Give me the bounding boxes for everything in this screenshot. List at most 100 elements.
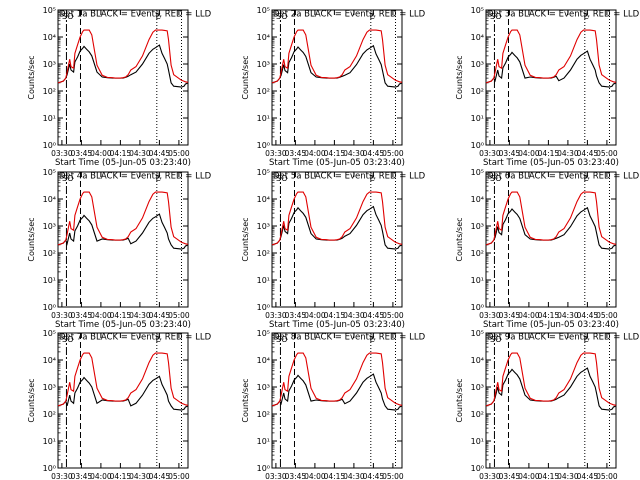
x-tick-label: 04:45 (363, 149, 385, 158)
lld-series-line (271, 352, 403, 407)
x-tick-label: 04:15 (538, 311, 560, 320)
x-tick-label: 04:00 (518, 472, 540, 480)
x-tick-label: 04:15 (324, 472, 346, 480)
x-tick-label: 05:00 (382, 472, 404, 480)
x-tick-label: 03:45 (285, 149, 307, 158)
y-tick-label: 10² (43, 410, 56, 419)
x-tick-label: 03:45 (285, 311, 307, 320)
x-tick-label: 04:30 (343, 149, 365, 158)
detector-panel-5: Det 5a BLACK = Events, RED = LLD 10⁰ 10¹ 10… (241, 168, 426, 330)
marker-label-s: S (490, 335, 495, 344)
marker-label-e: E (584, 12, 589, 21)
marker-label-e: E (156, 12, 161, 21)
marker-label-e: E (370, 335, 375, 344)
x-tick-label: 04:15 (324, 311, 346, 320)
events-series-line (271, 373, 403, 411)
x-tick-label: 05:00 (382, 311, 404, 320)
y-tick-label: 10⁴ (257, 356, 270, 365)
x-tick-label: 03:30 (265, 472, 287, 480)
y-tick-label: 10⁴ (43, 195, 56, 204)
x-tick-label: 03:30 (51, 311, 73, 320)
y-tick-label: 10⁴ (43, 356, 56, 365)
y-tick-label: 10⁰ (257, 141, 270, 150)
y-axis-label: Counts/sec (455, 378, 464, 422)
x-axis-label: Start Time (05-Jun-05 03:23:40) (269, 320, 405, 330)
marker-label-s: S (276, 12, 281, 21)
y-tick-label: 10¹ (471, 437, 484, 446)
y-tick-label: 10¹ (43, 276, 56, 285)
x-tick-label: 03:45 (499, 472, 521, 480)
y-tick-label: 10⁴ (471, 33, 484, 42)
lld-series-line (485, 352, 617, 407)
plot-frame (57, 9, 189, 146)
y-tick-label: 10³ (257, 60, 270, 69)
events-series-line (271, 44, 403, 88)
lld-series-line (57, 29, 189, 84)
y-tick-label: 10² (43, 249, 56, 258)
x-tick-label: 04:15 (538, 472, 560, 480)
panel-title: Det 2a BLACK = Events, RED = LLD (273, 10, 426, 20)
x-tick-label: 05:00 (596, 149, 618, 158)
plot-frame (271, 332, 403, 469)
x-tick-label: 04:45 (149, 472, 171, 480)
y-tick-label: 10⁵ (257, 329, 270, 338)
marker-label-o: O (281, 335, 287, 344)
y-tick-label: 10⁵ (257, 168, 270, 177)
plot-frame (485, 332, 617, 469)
panel-title: Det 5a BLACK = Events, RED = LLD (273, 172, 426, 182)
x-tick-label: 04:45 (363, 311, 385, 320)
plot-frame (485, 9, 617, 146)
y-axis-label: Counts/sec (455, 55, 464, 99)
x-tick-label: 04:45 (149, 311, 171, 320)
y-tick-label: 10⁵ (43, 168, 56, 177)
y-tick-label: 10⁰ (257, 303, 270, 312)
lld-series-line (485, 29, 617, 84)
marker-label-o: O (495, 335, 501, 344)
x-tick-label: 05:00 (168, 311, 190, 320)
y-tick-label: 10⁴ (471, 195, 484, 204)
panel-title: Det 8a BLACK = Events, RED = LLD (273, 333, 426, 343)
y-tick-label: 10¹ (43, 437, 56, 446)
y-tick-label: 10² (471, 410, 484, 419)
x-tick-label: 05:00 (168, 149, 190, 158)
panel-title: Det 6a BLACK = Events, RED = LLD (487, 172, 640, 182)
y-tick-label: 10⁴ (471, 356, 484, 365)
x-tick-label: 04:00 (518, 149, 540, 158)
x-tick-label: 03:45 (71, 311, 93, 320)
x-tick-label: 04:15 (324, 149, 346, 158)
events-series-line (57, 375, 189, 411)
x-tick-label: 04:45 (577, 311, 599, 320)
x-tick-label: 03:45 (71, 149, 93, 158)
x-axis-label: Start Time (05-Jun-05 03:23:40) (55, 158, 191, 168)
x-tick-label: 04:30 (343, 472, 365, 480)
y-tick-label: 10⁰ (257, 464, 270, 473)
panel-title: Det 7a BLACK = Events, RED = LLD (59, 333, 212, 343)
y-tick-label: 10⁰ (43, 464, 56, 473)
x-tick-label: 03:30 (265, 311, 287, 320)
x-tick-label: 04:00 (304, 311, 326, 320)
x-tick-label: 04:45 (577, 149, 599, 158)
y-tick-label: 10³ (471, 222, 484, 231)
lld-series-line (271, 191, 403, 246)
lld-series-line (271, 29, 403, 84)
y-tick-label: 10⁰ (471, 303, 484, 312)
x-tick-label: 04:30 (129, 472, 151, 480)
panel-title: Det 9a BLACK = Events, RED = LLD (487, 333, 640, 343)
detector-panel-1: Det 1a BLACK = Events, RED = LLD 10⁰ 10¹ 10… (27, 6, 212, 168)
x-tick-label: 04:00 (304, 472, 326, 480)
x-tick-label: 04:30 (557, 149, 579, 158)
x-axis-label: Start Time (05-Jun-05 03:23:40) (483, 158, 619, 168)
x-tick-label: 03:45 (71, 472, 93, 480)
y-tick-label: 10¹ (43, 114, 56, 123)
marker-label-o: O (67, 335, 73, 344)
y-axis-label: Counts/sec (241, 378, 250, 422)
events-series-line (485, 50, 617, 88)
plot-frame (485, 171, 617, 308)
lld-series-line (57, 191, 189, 246)
x-tick-label: 04:45 (149, 149, 171, 158)
x-tick-label: 04:30 (343, 311, 365, 320)
x-axis-label: Start Time (05-Jun-05 03:23:40) (269, 158, 405, 168)
x-tick-label: 04:30 (557, 472, 579, 480)
plot-frame (57, 332, 189, 469)
y-axis-label: Counts/sec (455, 217, 464, 261)
